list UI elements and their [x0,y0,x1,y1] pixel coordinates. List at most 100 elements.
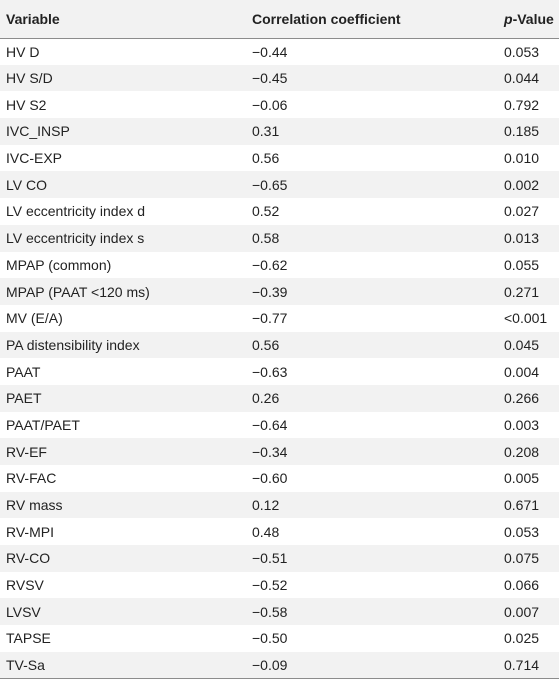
cell-pvalue: 0.185 [504,123,540,140]
cell-correlation: 0.26 [252,390,280,407]
cell-variable: PAAT/PAET [6,416,80,433]
cell-variable: IVC-EXP [6,150,63,167]
cell-pvalue: 0.792 [504,96,540,113]
cell-correlation: −0.44 [252,43,288,60]
cell-pvalue: <0.001 [504,310,548,327]
table-row: RV-MPI 0.48 0.053 [0,518,559,545]
cell-correlation: −0.77 [252,310,288,327]
cell-correlation: −0.58 [252,603,288,620]
cell-pvalue: 0.266 [504,390,540,407]
cell-variable: RV mass [6,497,63,514]
table-row: PAET 0.26 0.266 [0,384,559,412]
cell-pvalue: 0.025 [504,630,540,647]
table-row: LV eccentricity index s 0.58 0.013 [0,224,559,252]
cell-pvalue: 0.002 [504,176,540,193]
cell-variable: MPAP (common) [6,256,112,273]
cell-pvalue: 0.075 [504,550,540,567]
cell-correlation: −0.65 [252,176,288,193]
cell-variable: TAPSE [6,630,51,647]
header-correlation: Correlation coefficient [246,0,498,39]
cell-correlation: −0.06 [252,96,288,113]
table-row: RV-CO −0.51 0.075 [0,545,559,572]
table-row: TAPSE −0.50 0.025 [0,625,559,652]
cell-pvalue: 0.055 [504,256,540,273]
cell-variable: IVC_INSP [6,123,70,140]
cell-correlation: −0.34 [252,443,288,460]
cell-variable: RV-FAC [6,470,57,487]
cell-correlation: −0.62 [252,256,288,273]
table-row: RV-FAC −0.60 0.005 [0,465,559,492]
cell-variable: RV-EF [6,443,47,460]
cell-pvalue: 0.066 [504,577,540,594]
table-row: RV mass 0.12 0.671 [0,491,559,519]
table-row: TV-Sa −0.09 0.714 [0,651,559,679]
cell-correlation: 0.56 [252,150,280,167]
cell-correlation: 0.52 [252,203,280,220]
table-row: RVSV −0.52 0.066 [0,572,559,599]
header-pvalue: p-Value [498,0,559,39]
cell-variable: LV CO [6,176,47,193]
table-row: MV (E/A) −0.77 <0.001 [0,305,559,332]
cell-variable: LVSV [6,603,41,620]
cell-pvalue: 0.671 [504,497,540,514]
table-row: IVC_INSP 0.31 0.185 [0,118,559,145]
cell-pvalue: 0.045 [504,336,540,353]
cell-correlation: −0.39 [252,283,288,300]
cell-correlation: −0.63 [252,363,288,380]
cell-variable: HV S2 [6,96,47,113]
table-header-row: Variable Correlation coefficient p-Value [0,0,559,39]
cell-correlation: −0.64 [252,416,288,433]
table-row: LV eccentricity index d 0.52 0.027 [0,198,559,225]
cell-variable: MPAP (PAAT <120 ms) [6,283,150,300]
cell-pvalue: 0.714 [498,651,559,679]
cell-variable: TV-Sa [0,651,246,679]
table-row: HV S/D −0.45 0.044 [0,64,559,92]
cell-correlation: −0.60 [252,470,288,487]
cell-pvalue: 0.044 [504,70,540,87]
cell-correlation: 0.12 [252,497,280,514]
table-row: PAAT −0.63 0.004 [0,358,559,385]
cell-variable: PA distensibility index [6,336,140,353]
cell-pvalue: 0.010 [504,150,540,167]
cell-pvalue: 0.003 [504,416,540,433]
header-variable: Variable [0,0,246,39]
table-row: LVSV −0.58 0.007 [0,598,559,626]
table-row: IVC-EXP 0.56 0.010 [0,145,559,172]
cell-pvalue: 0.053 [504,523,540,540]
cell-correlation: −0.50 [252,630,288,647]
cell-variable: LV eccentricity index d [6,203,146,220]
cell-variable: PAAT [6,363,41,380]
table-row: LV CO −0.65 0.002 [0,171,559,199]
table-row: PAAT/PAET −0.64 0.003 [0,412,559,439]
cell-correlation: −0.52 [252,577,288,594]
table-row: MPAP (common) −0.62 0.055 [0,252,559,279]
table-body: HV D −0.44 0.053 HV S/D −0.45 0.044 HV S2 −0.06… [0,38,559,679]
table-row: MPAP (PAAT <120 ms) −0.39 0.271 [0,278,559,305]
cell-variable: RV-CO [6,550,51,567]
cell-correlation: 0.56 [252,336,280,353]
cell-pvalue: 0.208 [504,443,540,460]
cell-variable: RVSV [6,577,44,594]
cell-correlation: 0.48 [252,523,280,540]
header-pvalue-italic: p [504,10,513,27]
cell-correlation: 0.58 [252,230,280,247]
cell-pvalue: 0.013 [504,230,540,247]
header-pvalue-rest: -Value [512,10,554,27]
cell-correlation: −0.09 [246,651,498,679]
cell-variable: PAET [6,390,42,407]
table-row: RV-EF −0.34 0.208 [0,438,559,465]
cell-pvalue: 0.004 [504,363,540,380]
cell-pvalue: 0.053 [504,43,540,60]
cell-variable: LV eccentricity index s [6,230,145,247]
cell-pvalue: 0.007 [504,603,540,620]
table-row: HV S2 −0.06 0.792 [0,91,559,118]
cell-correlation: 0.31 [252,123,280,140]
cell-variable: RV-MPI [6,523,54,540]
correlation-table: Variable Correlation coefficient p-Value… [0,0,559,679]
cell-correlation: −0.51 [252,550,288,567]
table-row: HV D −0.44 0.053 [0,38,559,65]
cell-correlation: −0.45 [252,70,288,87]
cell-pvalue: 0.027 [504,203,540,220]
cell-variable: HV D [6,43,40,60]
